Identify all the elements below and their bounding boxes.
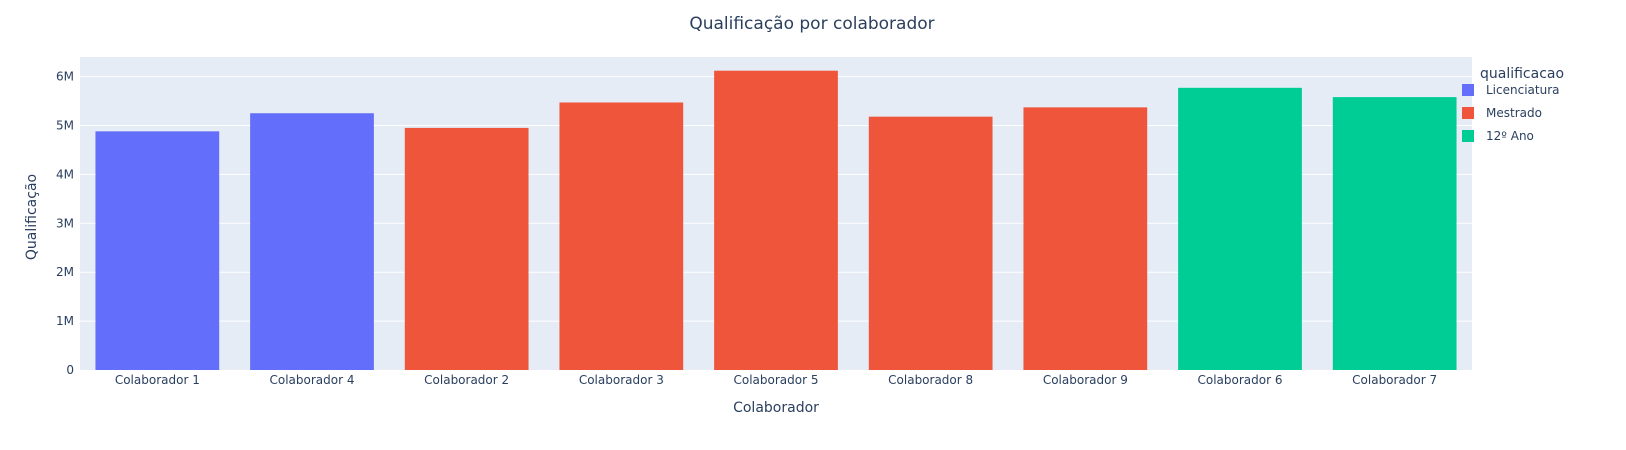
y-tick-label: 2M bbox=[56, 265, 74, 279]
x-axis-title: Colaborador bbox=[733, 400, 819, 416]
y-tick-label: 5M bbox=[56, 118, 74, 132]
legend-label: 12º Ano bbox=[1486, 129, 1534, 143]
x-tick-label: Colaborador 8 bbox=[888, 373, 973, 387]
x-tick-label: Colaborador 5 bbox=[734, 373, 819, 387]
legend-label: Mestrado bbox=[1486, 106, 1542, 120]
legend-swatch bbox=[1462, 130, 1474, 142]
legend-title: qualificacao bbox=[1480, 66, 1564, 82]
x-tick-label: Colaborador 6 bbox=[1198, 373, 1283, 387]
bar bbox=[250, 113, 374, 370]
bar bbox=[1332, 97, 1457, 371]
y-tick-label: 6M bbox=[56, 70, 74, 84]
bars bbox=[95, 70, 1457, 371]
legend-item[interactable]: Licenciatura bbox=[1462, 83, 1560, 97]
bar bbox=[714, 70, 838, 370]
x-tick-label: Colaborador 7 bbox=[1352, 373, 1437, 387]
x-axis-ticks: Colaborador 1 Colaborador 4 Colaborador 2 C… bbox=[115, 373, 1437, 387]
y-axis-title: Qualificação bbox=[24, 174, 40, 260]
bar bbox=[1023, 107, 1148, 370]
legend-item[interactable]: Mestrado bbox=[1462, 106, 1542, 120]
legend: qualificacao Licenciatura Mestrado 12º Ano bbox=[1462, 66, 1564, 143]
legend-swatch bbox=[1462, 107, 1474, 119]
legend-label: Licenciatura bbox=[1486, 83, 1560, 97]
y-tick-label: 0 bbox=[66, 363, 74, 377]
y-tick-label: 3M bbox=[56, 216, 74, 230]
x-tick-label: Colaborador 9 bbox=[1043, 373, 1128, 387]
bar bbox=[1178, 87, 1302, 370]
chart-title: Qualificação por colaborador bbox=[689, 14, 934, 34]
bar bbox=[559, 102, 684, 370]
x-tick-label: Colaborador 4 bbox=[270, 373, 355, 387]
x-tick-label: Colaborador 2 bbox=[424, 373, 509, 387]
y-tick-label: 4M bbox=[56, 167, 74, 181]
bar bbox=[868, 116, 993, 371]
legend-item[interactable]: 12º Ano bbox=[1462, 129, 1534, 143]
bar bbox=[95, 131, 220, 370]
bar bbox=[404, 127, 529, 370]
x-tick-label: Colaborador 1 bbox=[115, 373, 200, 387]
y-axis-ticks: 0 1M 2M 3M 4M 5M 6M bbox=[56, 70, 74, 377]
y-tick-label: 1M bbox=[56, 314, 74, 328]
legend-swatch bbox=[1462, 84, 1474, 96]
x-tick-label: Colaborador 3 bbox=[579, 373, 664, 387]
